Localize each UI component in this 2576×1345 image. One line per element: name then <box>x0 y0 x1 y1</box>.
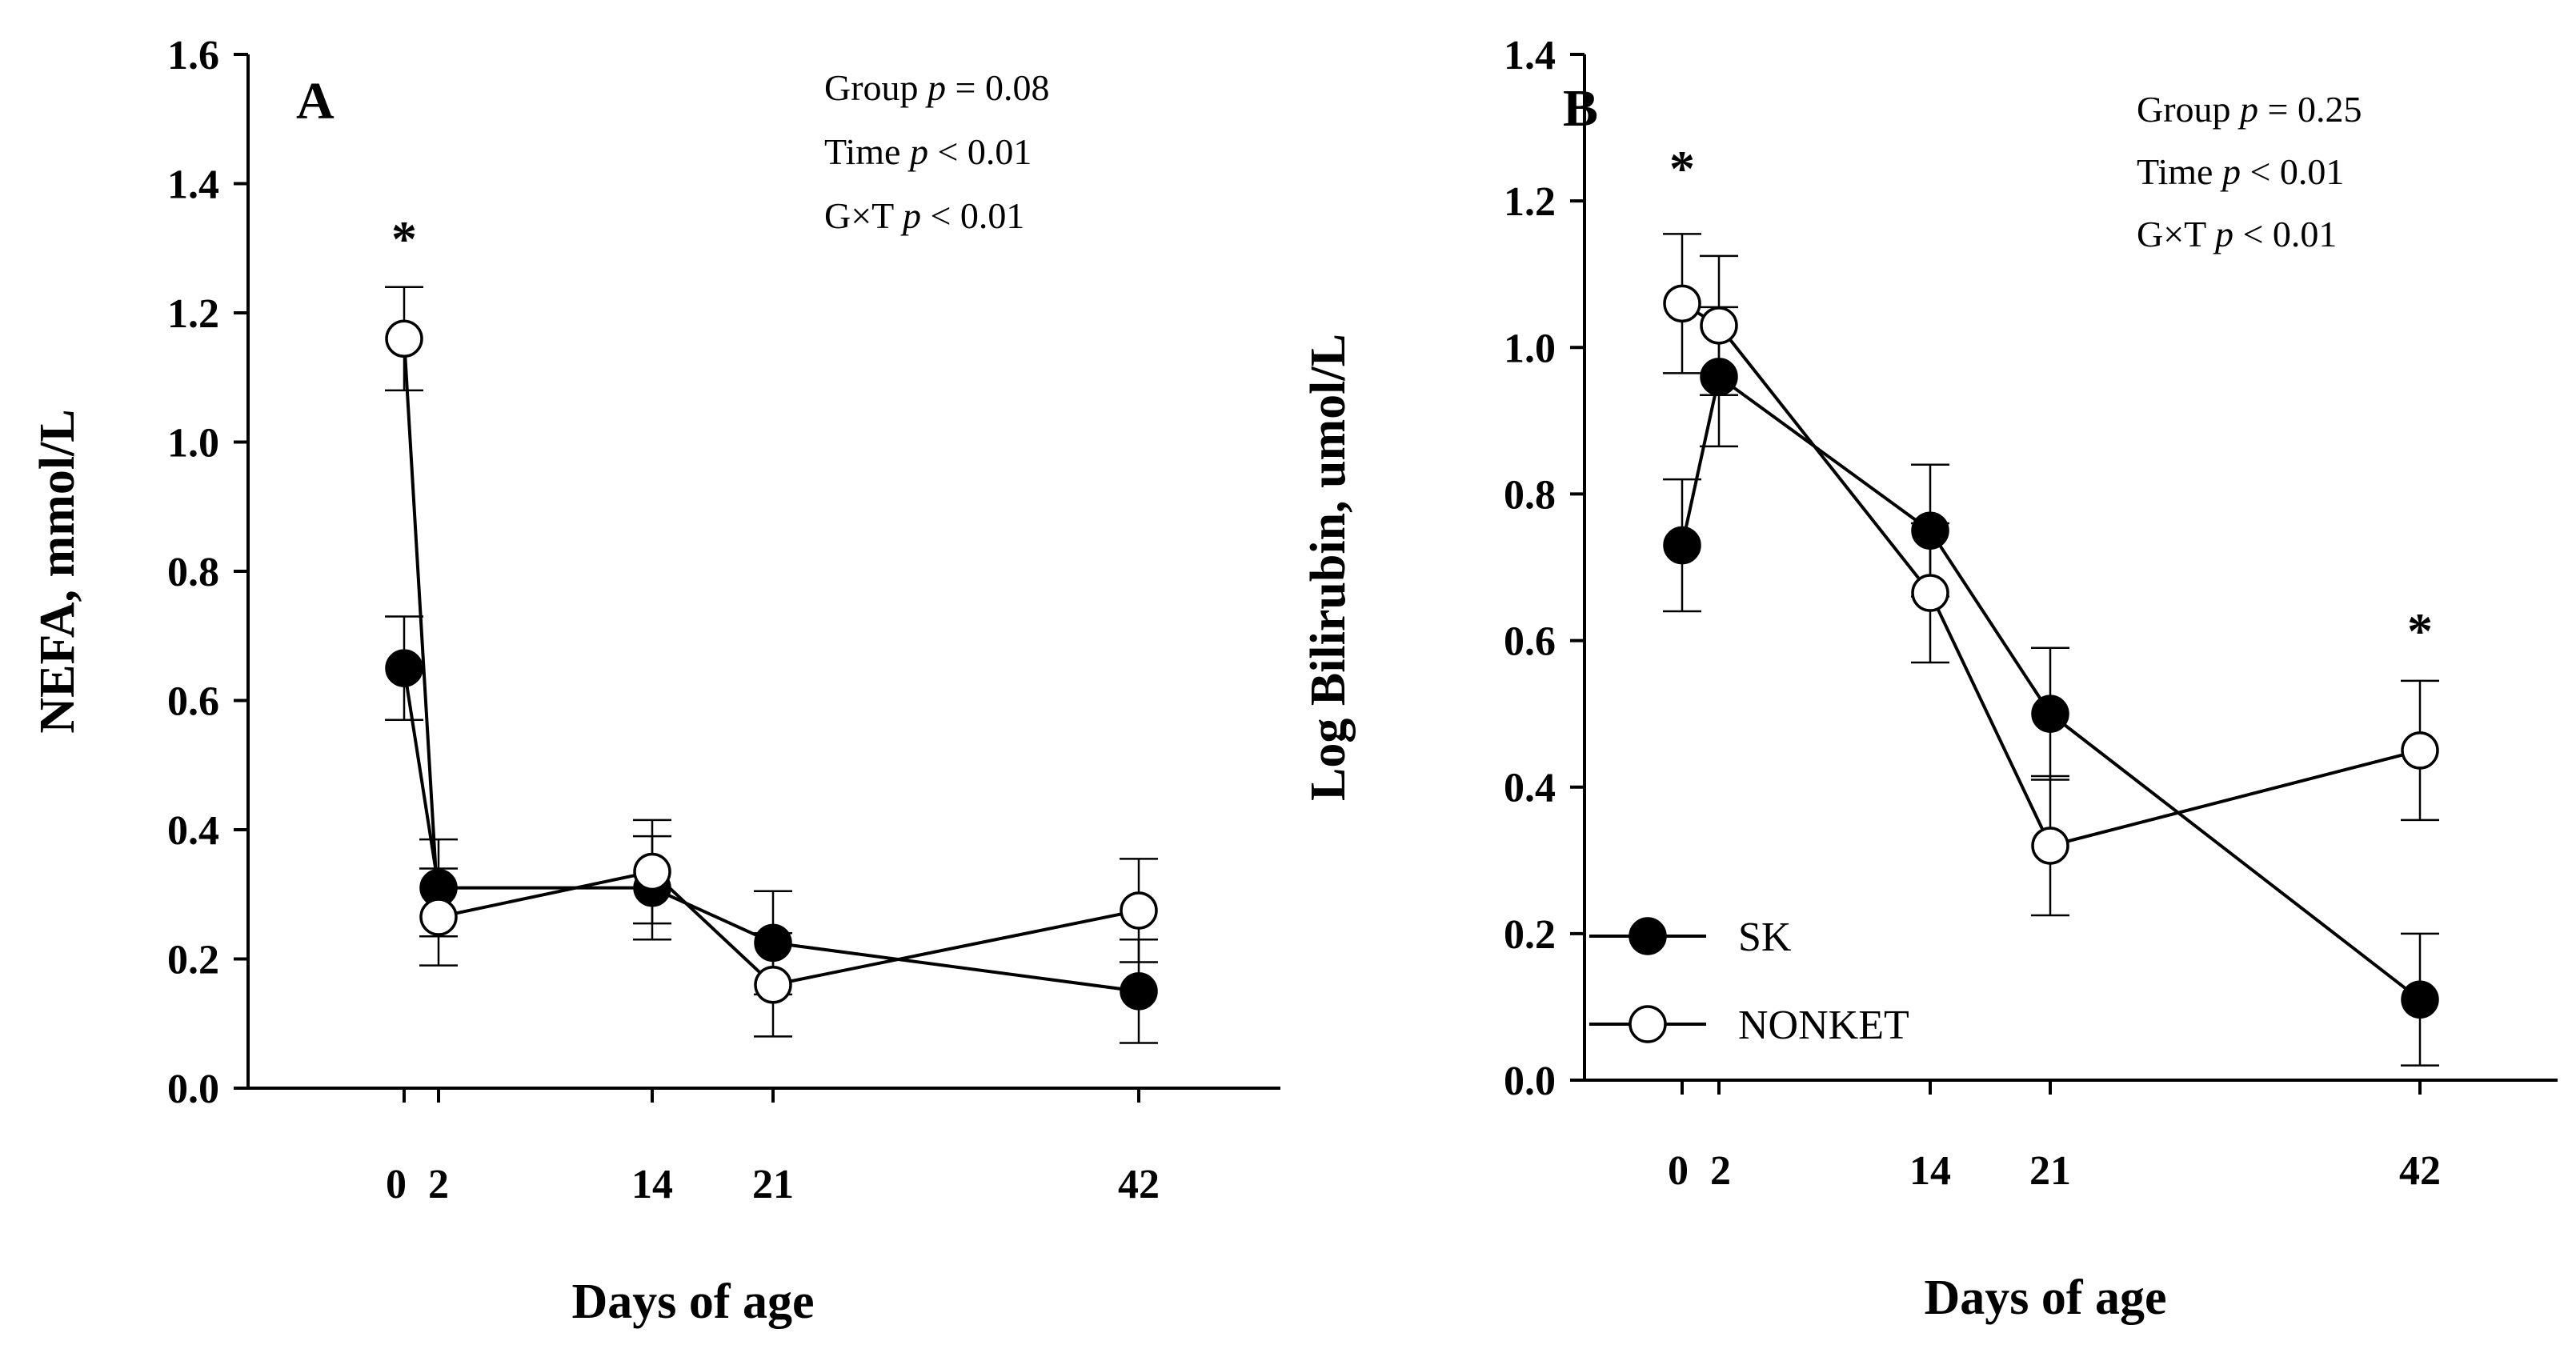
data-point <box>2031 827 2069 865</box>
stat-line: Time p < 0.01 <box>2137 151 2344 192</box>
y-tick-label: 1.2 <box>167 291 219 337</box>
y-tick-label: 0.4 <box>167 808 219 854</box>
legend-marker <box>1629 1005 1667 1043</box>
x-tick-label: 21 <box>752 1162 794 1207</box>
stat-term: Time <box>2137 151 2213 192</box>
stat-p-symbol: p <box>925 67 946 108</box>
data-point <box>754 966 792 1004</box>
stat-value: < 0.01 <box>2233 214 2337 254</box>
x-tick-label: 42 <box>2399 1148 2441 1194</box>
x-axis-label: Days of age <box>571 1275 814 1329</box>
data-point <box>1663 284 1701 323</box>
panel-letter: A <box>296 72 335 130</box>
stat-term: Group <box>824 67 919 108</box>
stat-value: = 0.08 <box>946 67 1049 108</box>
stat-p-symbol: p <box>900 195 921 236</box>
legend-label: NONKET <box>1738 1003 1909 1048</box>
stat-value: = 0.25 <box>2258 89 2362 130</box>
y-tick-label: 0.8 <box>167 550 219 595</box>
y-tick-label: 1.2 <box>1504 179 1556 225</box>
data-point <box>633 852 671 891</box>
data-point <box>385 319 423 358</box>
y-tick-label: 1.6 <box>167 33 219 78</box>
stat-value: < 0.01 <box>2241 151 2344 192</box>
panel-letter: B <box>1563 79 1598 138</box>
stat-space <box>2205 214 2215 254</box>
panel-a-nefa-chart: 0.00.20.40.60.81.01.21.41.60 2 14 21 42Days … <box>30 33 1280 1329</box>
data-point <box>1120 891 1158 930</box>
stat-p-symbol: p <box>2213 214 2233 254</box>
x-tick-label: 0 <box>386 1162 407 1207</box>
data-point <box>385 649 423 687</box>
x-tick-label: 2 <box>428 1162 449 1207</box>
x-tick-label: 21 <box>2029 1148 2071 1194</box>
x-axis-label: Days of age <box>1924 1271 2166 1325</box>
stat-line: G×T p < 0.01 <box>824 195 1024 236</box>
y-tick-label: 0.2 <box>1504 912 1556 958</box>
y-tick-label: 1.4 <box>167 162 219 208</box>
x-tick-label: 0 <box>1668 1148 1689 1194</box>
stat-term: G×T <box>824 195 894 236</box>
stat-p-symbol: p <box>2237 89 2258 130</box>
x-tick-label: 14 <box>1909 1148 1951 1194</box>
y-tick-label: 0.0 <box>1504 1059 1556 1104</box>
stat-line: Time p < 0.01 <box>824 131 1032 172</box>
significance-star: * <box>391 210 417 267</box>
data-point <box>2401 980 2439 1019</box>
y-tick-label: 1.0 <box>167 421 219 466</box>
significance-star: * <box>2407 602 2433 659</box>
stat-space <box>919 67 928 108</box>
stat-line: Group p = 0.25 <box>2137 89 2362 130</box>
y-tick-label: 0.0 <box>167 1067 219 1112</box>
data-point <box>1700 306 1738 345</box>
y-axis-label: NEFA, mmol/L <box>30 409 85 733</box>
stat-value: < 0.01 <box>921 195 1024 236</box>
stat-space <box>2231 89 2241 130</box>
stat-space <box>900 131 910 172</box>
stat-value: < 0.01 <box>928 131 1032 172</box>
legend-marker <box>1629 917 1667 955</box>
legend: SK NONKET <box>1589 915 1909 1048</box>
x-tick-label: 42 <box>1118 1162 1160 1207</box>
y-tick-label: 0.4 <box>1504 766 1556 811</box>
significance-star: * <box>1669 140 1695 197</box>
series-nonket <box>385 286 1158 1038</box>
data-point <box>2401 731 2439 770</box>
y-tick-label: 0.6 <box>167 679 219 725</box>
y-tick-label: 0.2 <box>167 938 219 983</box>
y-tick-label: 1.4 <box>1504 33 1556 78</box>
stat-p-symbol: p <box>907 131 928 172</box>
stat-term: G×T <box>2137 214 2206 254</box>
stat-line: Group p = 0.08 <box>824 67 1050 108</box>
stat-space <box>2213 151 2222 192</box>
x-tick-label: 14 <box>631 1162 673 1207</box>
stat-term: Group <box>2137 89 2231 130</box>
stat-space <box>893 195 903 236</box>
x-tick-label: 2 <box>1710 1148 1731 1194</box>
data-point <box>1120 972 1158 1011</box>
data-point <box>419 898 458 936</box>
legend-label: SK <box>1738 915 1792 960</box>
y-tick-label: 0.6 <box>1504 619 1556 665</box>
stat-line: G×T p < 0.01 <box>2137 214 2337 254</box>
data-point <box>1663 526 1701 565</box>
series-nonket <box>1663 233 2439 917</box>
y-axis-label: Log Bilirubin, umol/L <box>1301 334 1356 801</box>
stat-p-symbol: p <box>2220 151 2241 192</box>
stat-term: Time <box>824 131 900 172</box>
data-point <box>2031 695 2069 733</box>
y-tick-label: 0.8 <box>1504 472 1556 518</box>
data-point <box>1911 574 1949 612</box>
y-tick-label: 1.0 <box>1504 326 1556 371</box>
